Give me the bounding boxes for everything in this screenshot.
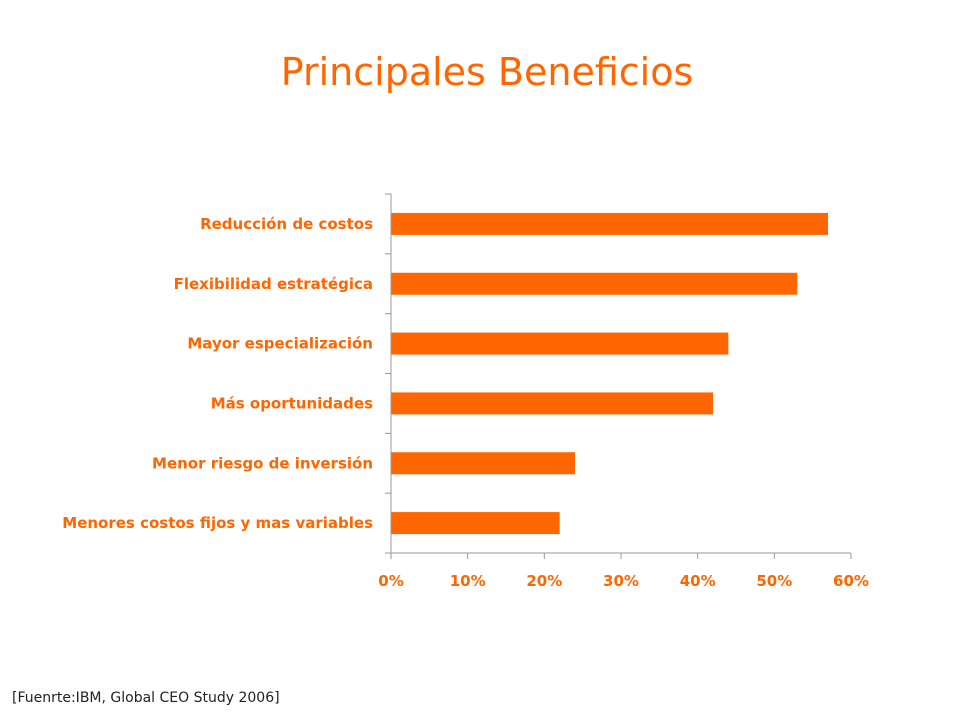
- category-label-2: Flexibilidad estratégica: [174, 275, 373, 293]
- bar-5: [391, 452, 575, 475]
- category-label-6: Menores costos fijos y mas variables: [62, 514, 373, 532]
- x-tick-label-2: 10%: [450, 572, 486, 590]
- category-label-3: Mayor especialización: [187, 335, 373, 353]
- bar-4: [391, 392, 713, 415]
- bar-6: [391, 512, 560, 535]
- category-label-5: Menor riesgo de inversión: [152, 454, 373, 472]
- category-labels: Reducción de costos Flexibilidad estratég…: [62, 215, 373, 532]
- x-tick-label-6: 50%: [756, 572, 792, 590]
- category-label-4: Más oportunidades: [211, 394, 373, 412]
- x-tick-label-1: 0%: [378, 572, 403, 590]
- bar-2: [391, 272, 798, 295]
- bar-1: [391, 212, 828, 235]
- bar-3: [391, 332, 729, 355]
- bars-group: [391, 212, 828, 535]
- x-tick-label-7: 60%: [833, 572, 869, 590]
- x-tick-label-3: 20%: [526, 572, 562, 590]
- axes-group: [385, 193, 852, 559]
- x-tick-label-4: 30%: [603, 572, 639, 590]
- source-note: [Fuenrte:IBM, Global CEO Study 2006]: [12, 690, 280, 706]
- x-tick-labels: 0% 10% 20% 30% 40% 50% 60%: [378, 572, 869, 590]
- category-label-1: Reducción de costos: [200, 215, 373, 233]
- chart-title: Principales Beneficios: [280, 50, 694, 94]
- x-tick-label-5: 40%: [680, 572, 716, 590]
